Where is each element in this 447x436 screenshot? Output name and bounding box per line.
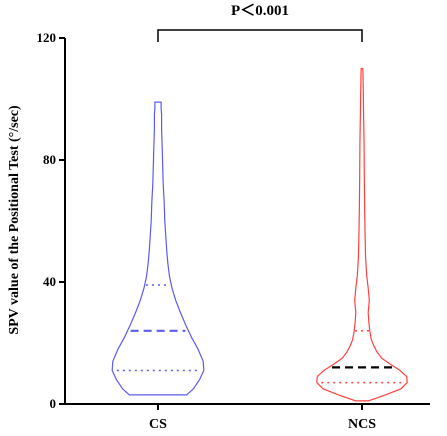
x-tick-label-ncs: NCS <box>348 417 376 432</box>
x-tick-label-cs: CS <box>149 417 167 432</box>
y-tick-label-120: 120 <box>37 30 57 45</box>
significance-label: P＜0.001 <box>231 3 289 19</box>
y-tick-label-80: 80 <box>43 152 56 167</box>
significance-bracket <box>157 29 363 42</box>
y-tick-label-40: 40 <box>43 274 56 289</box>
violin-cs <box>111 101 205 396</box>
plot-area: 0 40 80 120 CS NCS <box>37 29 430 432</box>
y-tick-label-0: 0 <box>50 396 57 411</box>
y-axis-title: SPV value of the Positional Test (°/sec) <box>7 105 22 335</box>
violin-ncs <box>316 67 408 402</box>
